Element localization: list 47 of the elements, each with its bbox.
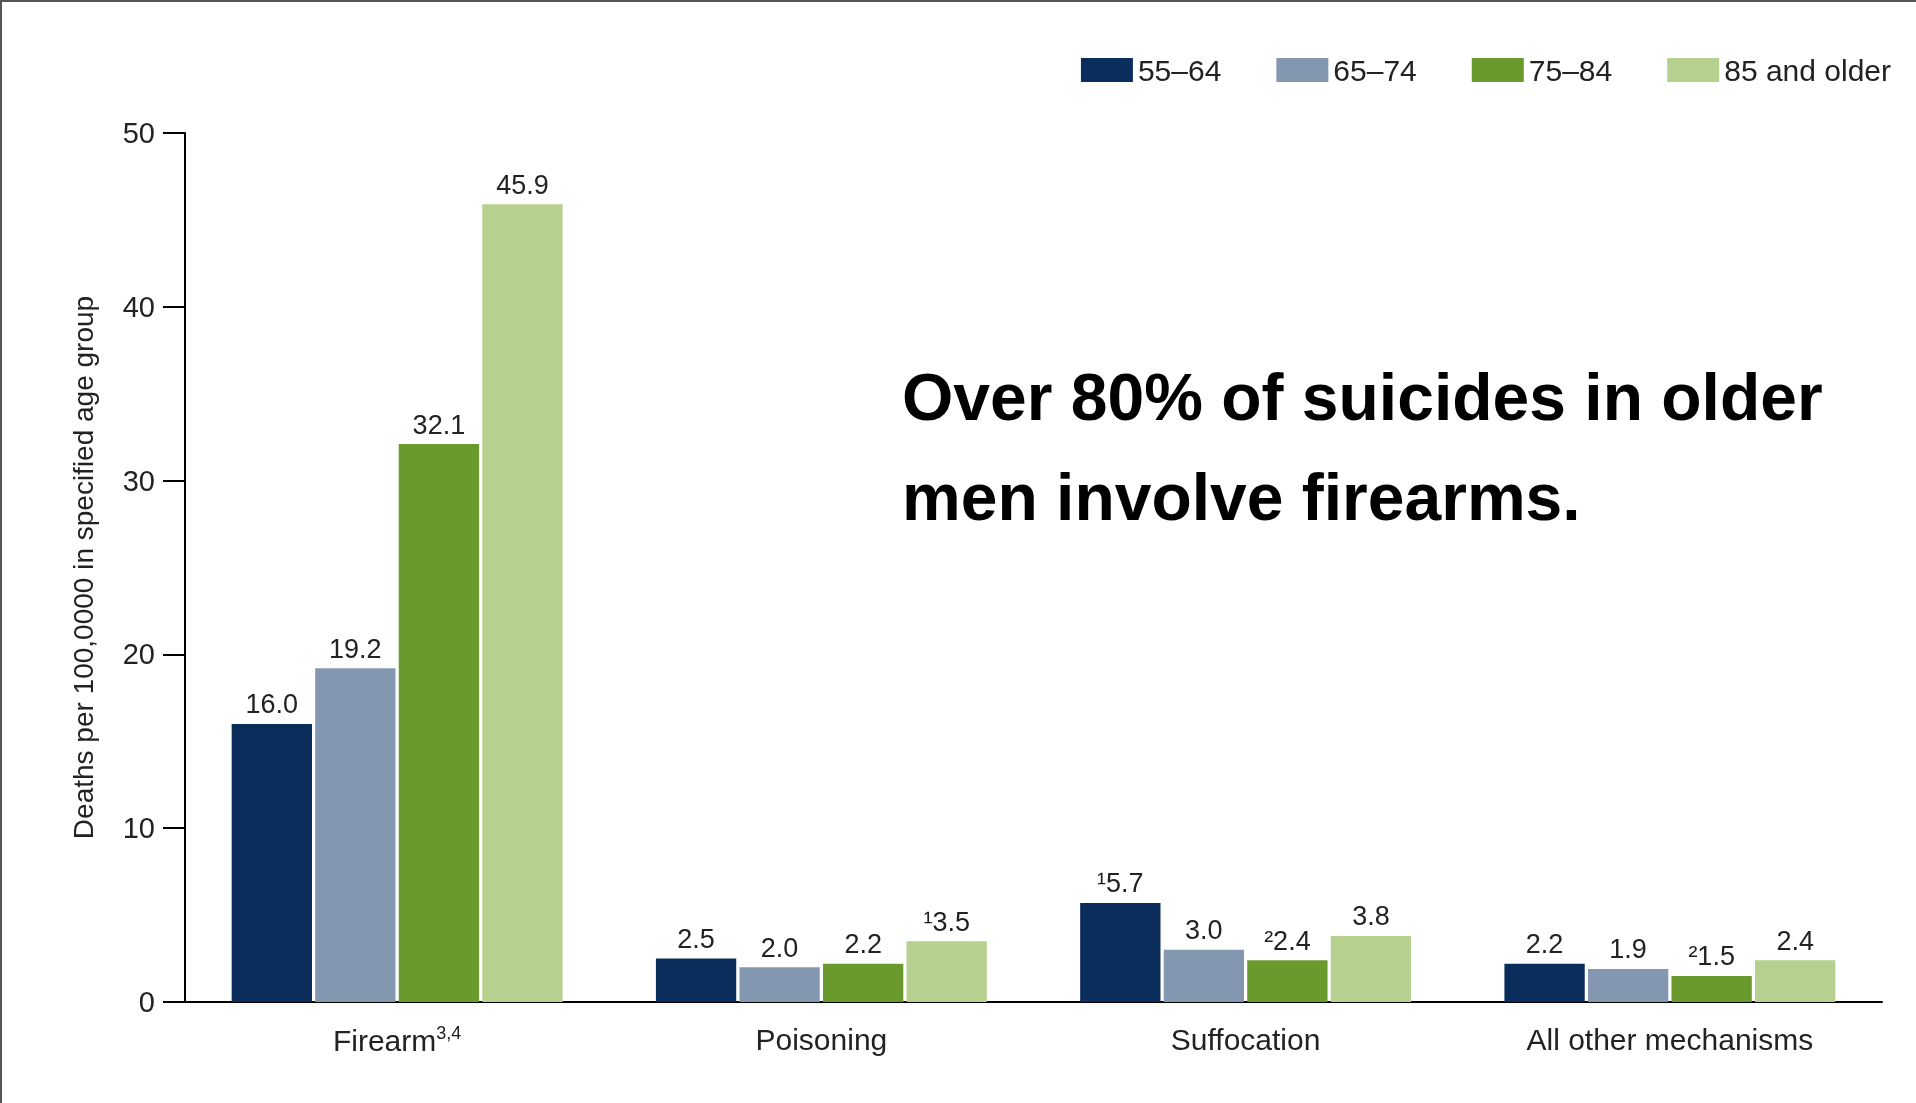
annotation: Over 80% of suicides in older men involve firearms. (902, 360, 1841, 534)
data-label: 32.1 (412, 409, 466, 440)
y-tick-label: 0 (138, 986, 155, 1018)
bar (482, 204, 563, 1002)
data-label: 2.0 (760, 932, 799, 963)
bar (1080, 902, 1161, 1002)
bar (655, 958, 737, 1002)
data-label: 2.2 (1525, 929, 1564, 960)
data-label: 2.2 (844, 929, 882, 960)
y-axis-title: Deaths per 100,0000 in specified age group (67, 295, 99, 840)
y-tick-label: 30 (122, 464, 155, 497)
bar (1504, 963, 1585, 1002)
bar (398, 444, 480, 1002)
data-label: 3.8 (1352, 901, 1390, 932)
legend-label: 75–84 (1528, 53, 1613, 87)
data-label: 2.5 (677, 924, 715, 955)
bar (315, 668, 396, 1002)
y-tick-label: 50 (122, 117, 155, 149)
bar (231, 723, 312, 1002)
bar (1755, 960, 1836, 1002)
data-label: 19.2 (329, 633, 382, 664)
data-label: 45.9 (496, 169, 549, 200)
data-label: 1.9 (1609, 934, 1647, 965)
data-label: ²1.5 (1688, 941, 1735, 972)
legend-label: 65–74 (1333, 53, 1417, 87)
bar (739, 967, 820, 1002)
data-label: 16.0 (245, 689, 299, 720)
data-label: 3.0 (1185, 915, 1223, 946)
data-label: ¹3.5 (923, 906, 970, 937)
data-label: ²2.4 (1264, 925, 1311, 956)
legend-label: 55–64 (1137, 53, 1222, 87)
x-tick-label: Poisoning (755, 1022, 888, 1056)
bar (1671, 975, 1752, 1002)
data-label: 2.4 (1776, 925, 1814, 956)
x-tick-label: Suffocation (1170, 1022, 1321, 1056)
y-tick-label: 10 (122, 812, 155, 845)
bar (1163, 949, 1245, 1002)
bar (822, 963, 904, 1002)
y-tick-label: 40 (122, 290, 155, 323)
bar (906, 941, 987, 1002)
legend-label: 85 and older (1724, 53, 1892, 87)
bar (1587, 968, 1669, 1002)
x-tick-label: All other mechanisms (1526, 1022, 1814, 1056)
bar (1247, 960, 1328, 1002)
data-label: ¹5.7 (1097, 868, 1144, 899)
bar (1330, 935, 1412, 1002)
y-tick-label: 20 (122, 638, 155, 671)
